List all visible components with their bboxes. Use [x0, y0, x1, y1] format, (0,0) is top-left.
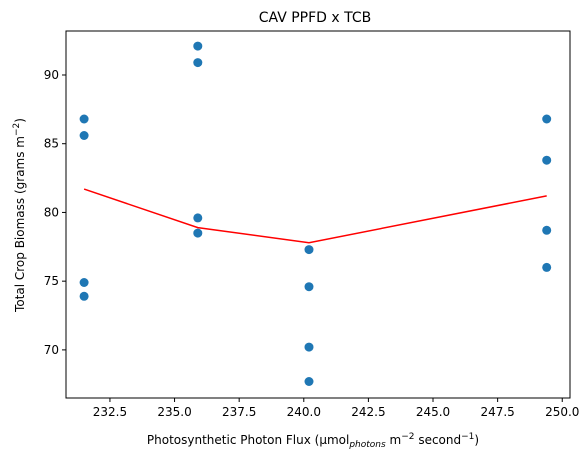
x-axis-title-suffix: ) — [474, 433, 479, 447]
trend-line — [83, 188, 547, 244]
y-axis-title-sup: −2 — [12, 123, 22, 136]
data-point — [193, 58, 203, 68]
data-point — [193, 41, 203, 51]
data-point — [542, 155, 552, 165]
x-tick-label: 237.5 — [222, 405, 256, 419]
x-tick-label: 235.0 — [157, 405, 191, 419]
x-axis: 232.5 235.0 237.5 240.0 242.5 245.0 247.5 250.0 — [93, 398, 579, 419]
data-point — [542, 262, 552, 272]
x-axis-title-subscript: photons — [348, 440, 386, 450]
data-point — [304, 342, 314, 352]
y-tick-label: 80 — [44, 205, 59, 219]
x-axis-title-prefix: Photosynthetic Photon Flux (µmol — [147, 433, 349, 447]
plot-frame — [65, 30, 571, 399]
x-tick-label: 247.5 — [480, 405, 514, 419]
data-point — [193, 228, 203, 238]
x-axis-title-middle: m — [386, 433, 402, 447]
y-tick-label: 75 — [44, 274, 59, 288]
data-point — [79, 291, 89, 301]
y-axis-title-prefix: Total Crop Biomass (grams m — [13, 136, 27, 313]
x-axis-title-sup2: −1 — [461, 432, 474, 442]
data-point — [542, 225, 552, 235]
data-point — [79, 114, 89, 124]
data-point — [79, 278, 89, 287]
y-tick-label: 90 — [44, 68, 59, 82]
plot-area — [79, 41, 552, 386]
data-point — [304, 282, 314, 292]
y-axis-title: Total Crop Biomass (grams m−2) — [12, 118, 27, 313]
x-tick-label: 245.0 — [416, 405, 450, 419]
y-tick-label: 85 — [44, 137, 59, 151]
y-tick-label: 70 — [44, 343, 59, 357]
data-point — [304, 377, 314, 386]
data-point — [304, 245, 314, 255]
chart-title: CAV PPFD x TCB — [259, 10, 372, 26]
y-axis-title-suffix: ) — [13, 118, 27, 123]
data-point — [79, 131, 89, 140]
x-tick-label: 240.0 — [287, 405, 321, 419]
x-axis-title-middle2: second — [415, 433, 462, 447]
y-axis: 70 75 80 85 90 — [44, 68, 66, 357]
x-axis-title-sup1: −2 — [401, 432, 414, 442]
x-tick-label: 242.5 — [351, 405, 385, 419]
x-tick-label: 250.0 — [545, 405, 579, 419]
data-point — [542, 114, 552, 124]
data-point — [193, 213, 203, 223]
x-tick-label: 232.5 — [93, 405, 127, 419]
x-axis-title: Photosynthetic Photon Flux (µmolphotons … — [147, 432, 479, 450]
